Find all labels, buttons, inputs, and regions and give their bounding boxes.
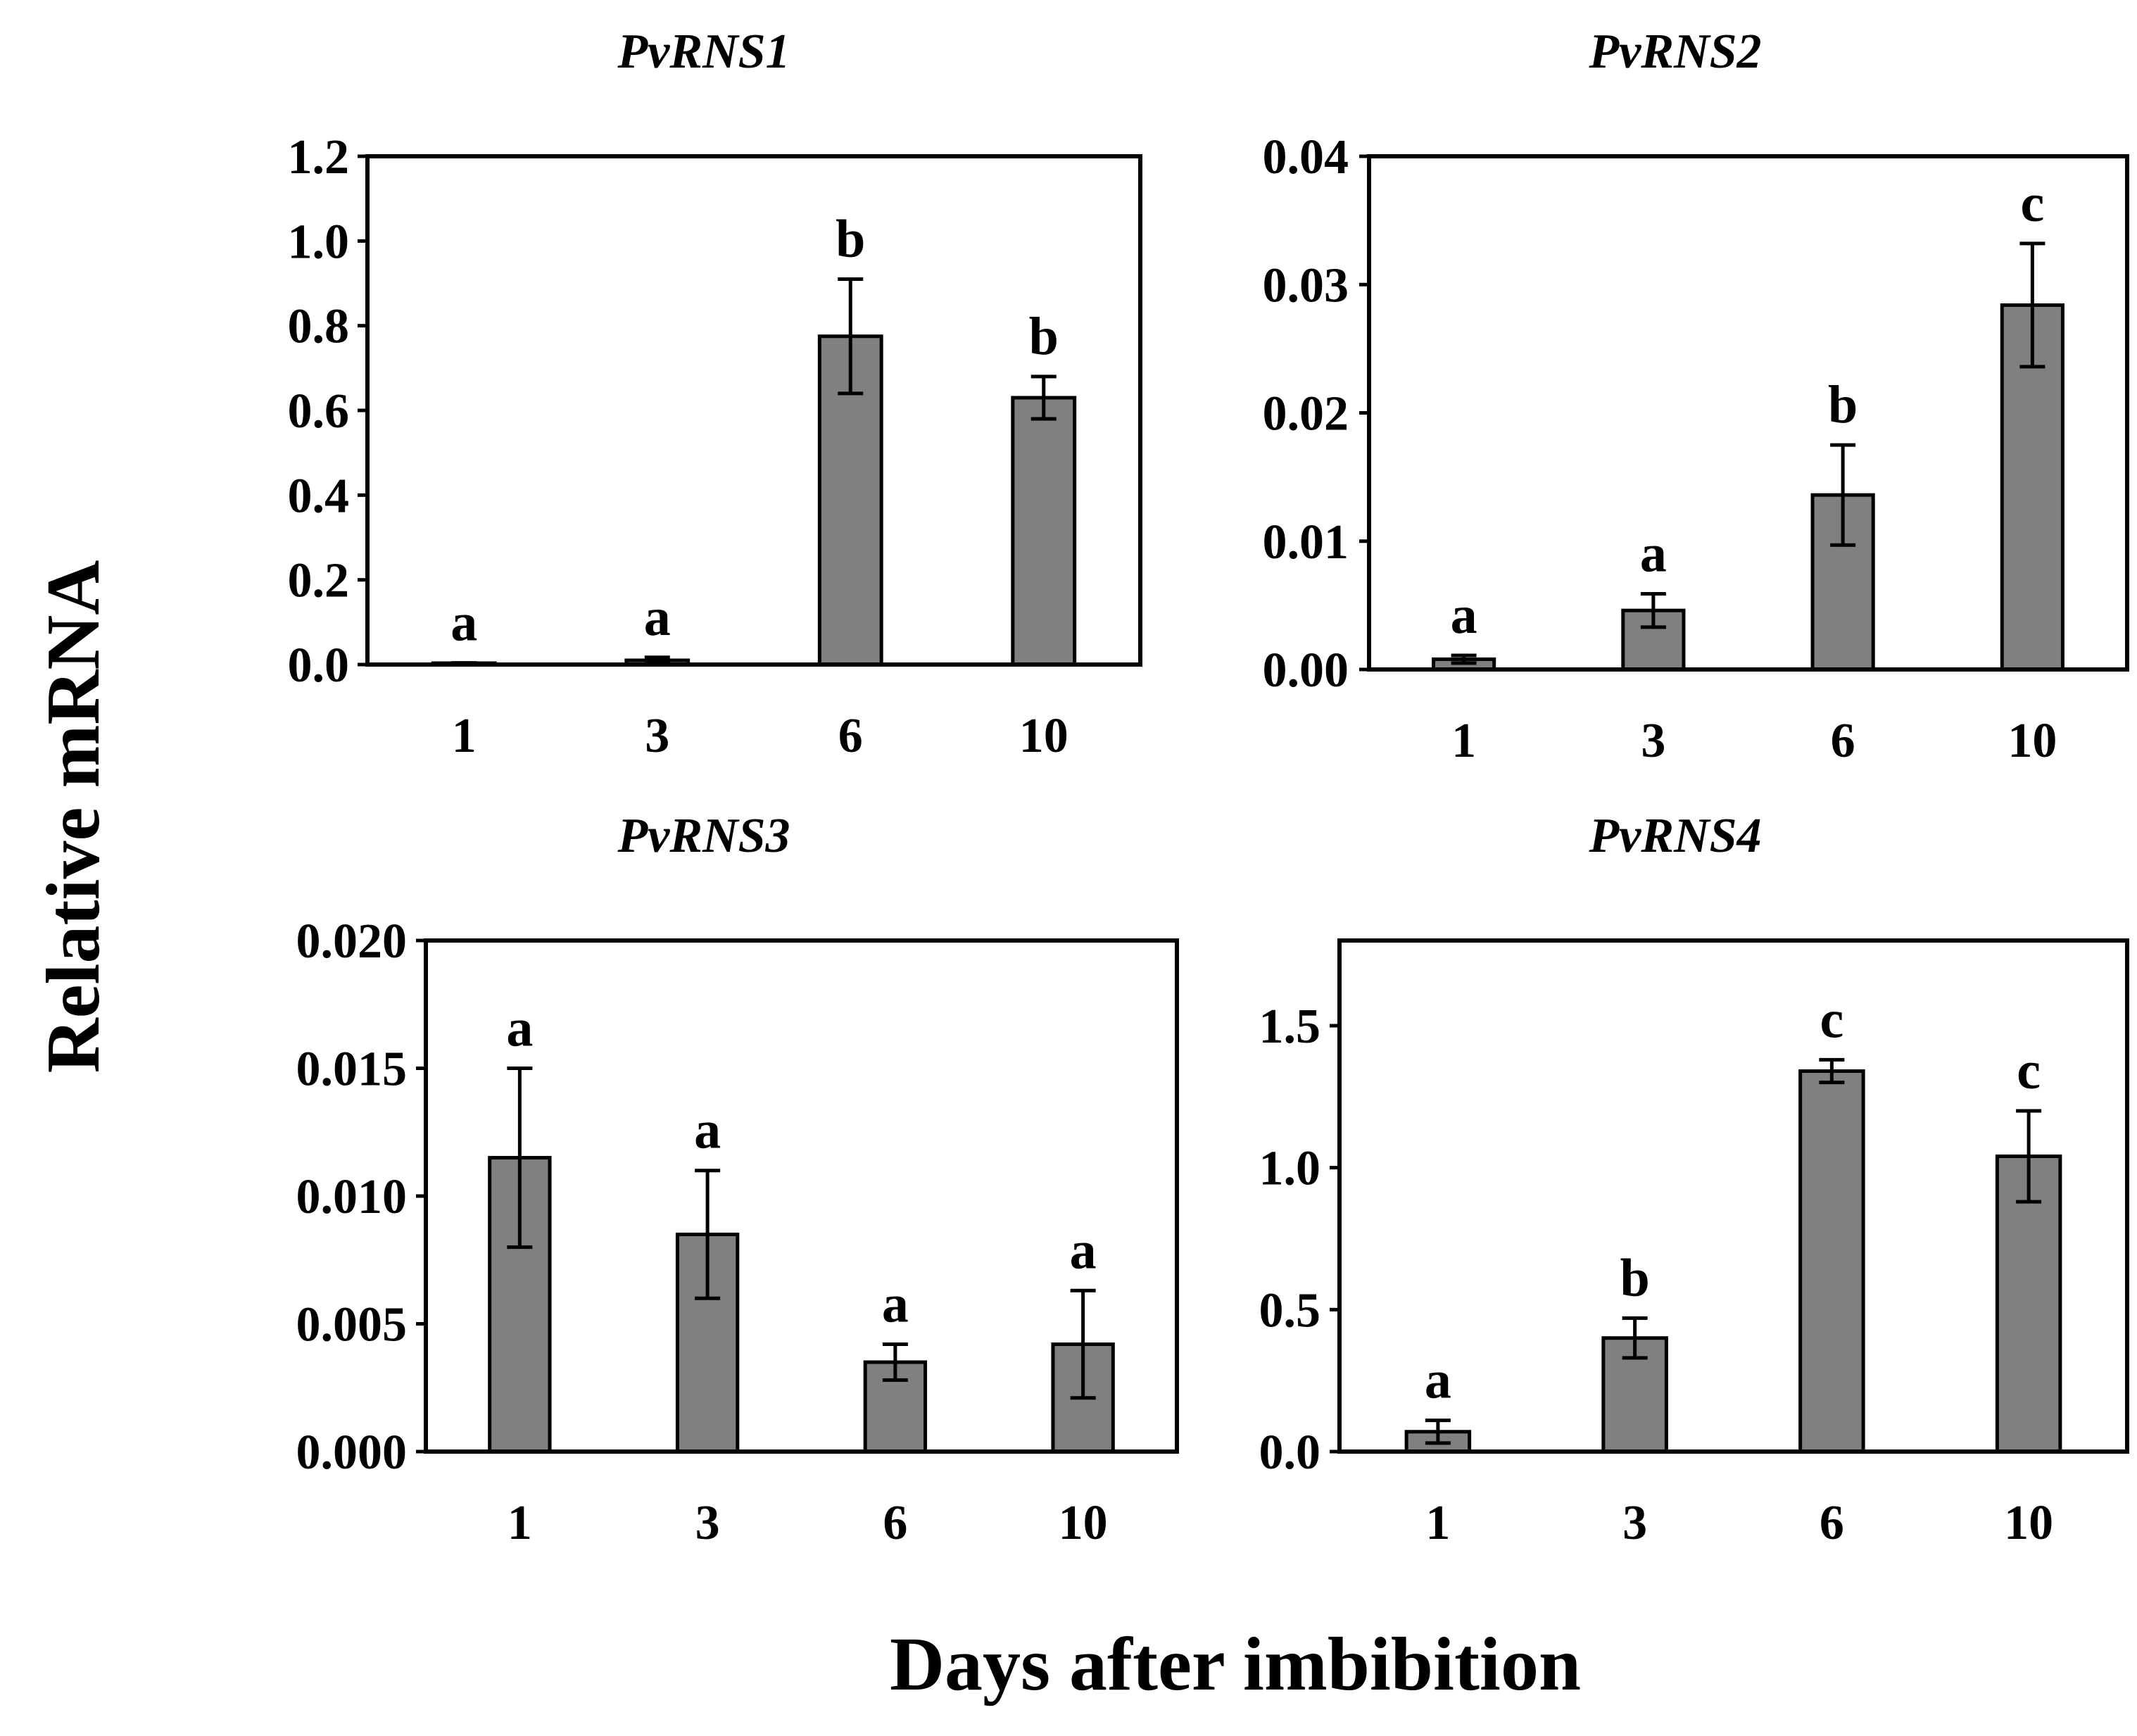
bar [1995, 1155, 2062, 1454]
x-tick-label: 1 [1451, 714, 1476, 768]
x-tick-label: 3 [645, 709, 669, 763]
y-axis-title: Relative mRNA [32, 560, 115, 1074]
panel-1: PvRNS1 0.0 0.2 0.4 0.6 0.8 1.0 1.2 a 1 a 3 b 6 b 10 [288, 25, 1142, 763]
x-tick-label: 3 [1641, 714, 1665, 768]
y-tick-label: 0.0 [288, 639, 350, 693]
significance-letter: a [882, 1275, 909, 1334]
panel-title: PvRNS2 [1589, 25, 1762, 79]
x-tick-label: 10 [2004, 1496, 2053, 1550]
y-tick-label: 0.000 [296, 1426, 408, 1480]
y-tick-label: 0.020 [296, 914, 408, 969]
x-tick-label: 3 [1622, 1496, 1647, 1550]
y-tick-label: 0.5 [1259, 1283, 1321, 1338]
y-tick-label: 1.0 [288, 215, 350, 269]
y-tick-label: 1.0 [1259, 1142, 1321, 1196]
panel-title: PvRNS4 [1589, 809, 1762, 863]
significance-letter: c [2017, 1041, 2041, 1100]
plot-frame [365, 154, 1142, 667]
significance-letter: a [1640, 524, 1667, 583]
panel-2: PvRNS2 0.00 0.01 0.02 0.03 0.04 a 1 a 3 b 6 c 10 [1263, 25, 2129, 768]
x-tick-label: 1 [452, 709, 477, 763]
y-tick-label: 0.03 [1263, 258, 1349, 313]
y-tick-label: 0.02 [1263, 387, 1349, 441]
y-tick-label: 1.2 [288, 130, 350, 184]
y-tick-label: 0.005 [296, 1298, 408, 1352]
bar [1798, 1069, 1865, 1454]
panels: PvRNS10.00.20.40.60.81.01.2a1a3b6b10PvRN… [288, 25, 2129, 1550]
x-tick-label: 10 [1019, 709, 1068, 763]
y-tick-label: 0.8 [288, 300, 350, 354]
panel-title: PvRNS3 [617, 809, 790, 863]
y-tick-label: 0.015 [296, 1043, 408, 1097]
y-tick-label: 0.2 [288, 554, 350, 608]
panel-4: PvRNS4 0.0 0.5 1.0 1.5 a 1 b 3 c 6 c 10 [1259, 809, 2129, 1550]
y-tick-label: 0.010 [296, 1170, 408, 1224]
y-tick-label: 0.0 [1259, 1426, 1321, 1480]
x-tick-label: 1 [508, 1496, 532, 1550]
y-tick-label: 0.4 [288, 469, 350, 523]
x-tick-label: 10 [1059, 1496, 1108, 1550]
plot-frame [424, 938, 1179, 1454]
significance-letter: a [1451, 586, 1477, 645]
x-tick-label: 6 [1831, 714, 1855, 768]
significance-letter: a [694, 1101, 721, 1160]
y-tick-label: 0.01 [1263, 515, 1349, 570]
significance-letter: a [450, 593, 477, 653]
x-tick-label: 6 [883, 1496, 907, 1550]
x-tick-label: 10 [2007, 714, 2057, 768]
x-tick-label: 3 [695, 1496, 720, 1550]
significance-letter: c [2021, 174, 2045, 233]
significance-letter: b [1828, 375, 1858, 434]
plot-frame [1367, 154, 2129, 672]
x-tick-label: 6 [838, 709, 863, 763]
significance-letter: a [1425, 1351, 1451, 1410]
significance-letter: b [1029, 307, 1059, 366]
significance-letter: b [1620, 1248, 1649, 1307]
y-tick-label: 0.04 [1263, 130, 1349, 184]
y-tick-label: 0.00 [1263, 643, 1349, 698]
y-tick-label: 1.5 [1259, 1000, 1321, 1054]
plot-frame [1337, 938, 2129, 1454]
x-axis-title: Days after imbibition [890, 1623, 1581, 1706]
x-tick-label: 1 [1425, 1496, 1450, 1550]
bar [1011, 396, 1077, 667]
significance-letter: c [1820, 990, 1844, 1049]
panel-3: PvRNS3 0.000 0.005 0.010 0.015 0.020 a 1 a 3 a 6 a 10 [296, 809, 1179, 1550]
y-tick-label: 0.6 [288, 384, 350, 439]
significance-letter: a [506, 999, 533, 1058]
significance-letter: b [836, 209, 865, 268]
significance-letter: a [644, 588, 671, 647]
panel-title: PvRNS1 [617, 25, 790, 79]
x-tick-label: 6 [1820, 1496, 1844, 1550]
significance-letter: a [1070, 1221, 1097, 1280]
